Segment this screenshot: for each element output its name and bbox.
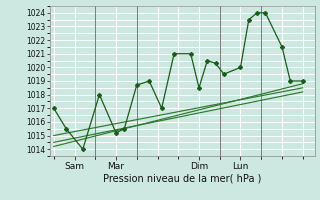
- X-axis label: Pression niveau de la mer( hPa ): Pression niveau de la mer( hPa ): [103, 173, 261, 183]
